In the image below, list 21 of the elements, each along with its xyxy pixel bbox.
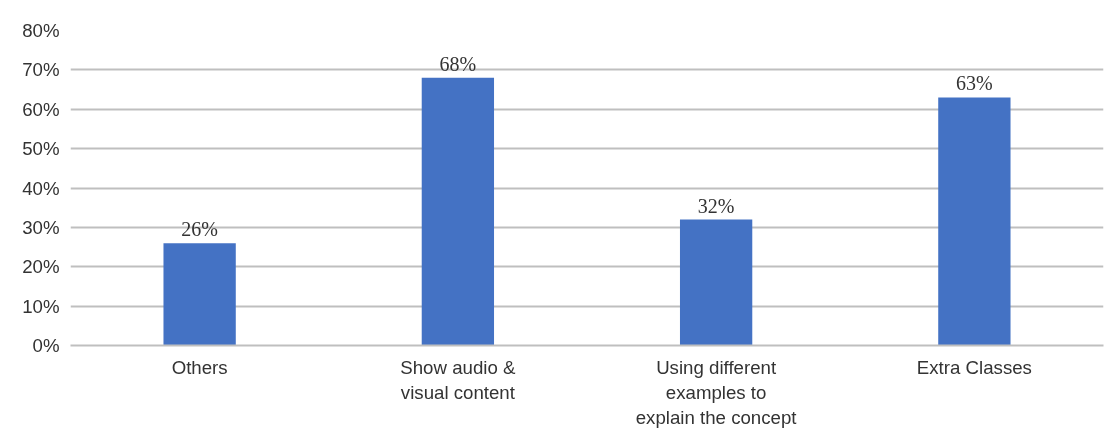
x-tick-label: Others	[171, 356, 228, 378]
data-label: 63%	[956, 72, 993, 95]
y-tick-label: 20%	[22, 256, 60, 278]
bar	[679, 219, 753, 346]
x-tick-label: Extra Classes	[916, 356, 1032, 378]
x-tick-label: Using different examples to explain the concept	[635, 356, 798, 428]
y-tick-label: 10%	[22, 295, 60, 317]
data-label: 68%	[439, 52, 477, 75]
y-tick-label: 60%	[22, 98, 60, 120]
bar	[421, 77, 495, 346]
y-tick-label: 50%	[22, 138, 60, 160]
data-label: 26%	[181, 218, 218, 241]
bar	[938, 97, 1011, 346]
y-tick-label: 30%	[22, 216, 60, 238]
y-tick-label: 70%	[22, 59, 60, 81]
y-tick-label: 0%	[32, 335, 60, 356]
y-tick-label: 40%	[22, 177, 60, 199]
y-tick-label: 80%	[22, 20, 60, 41]
bar	[163, 243, 236, 346]
data-label: 32%	[697, 194, 735, 217]
x-tick-label: Show audio & visual content	[400, 356, 516, 403]
